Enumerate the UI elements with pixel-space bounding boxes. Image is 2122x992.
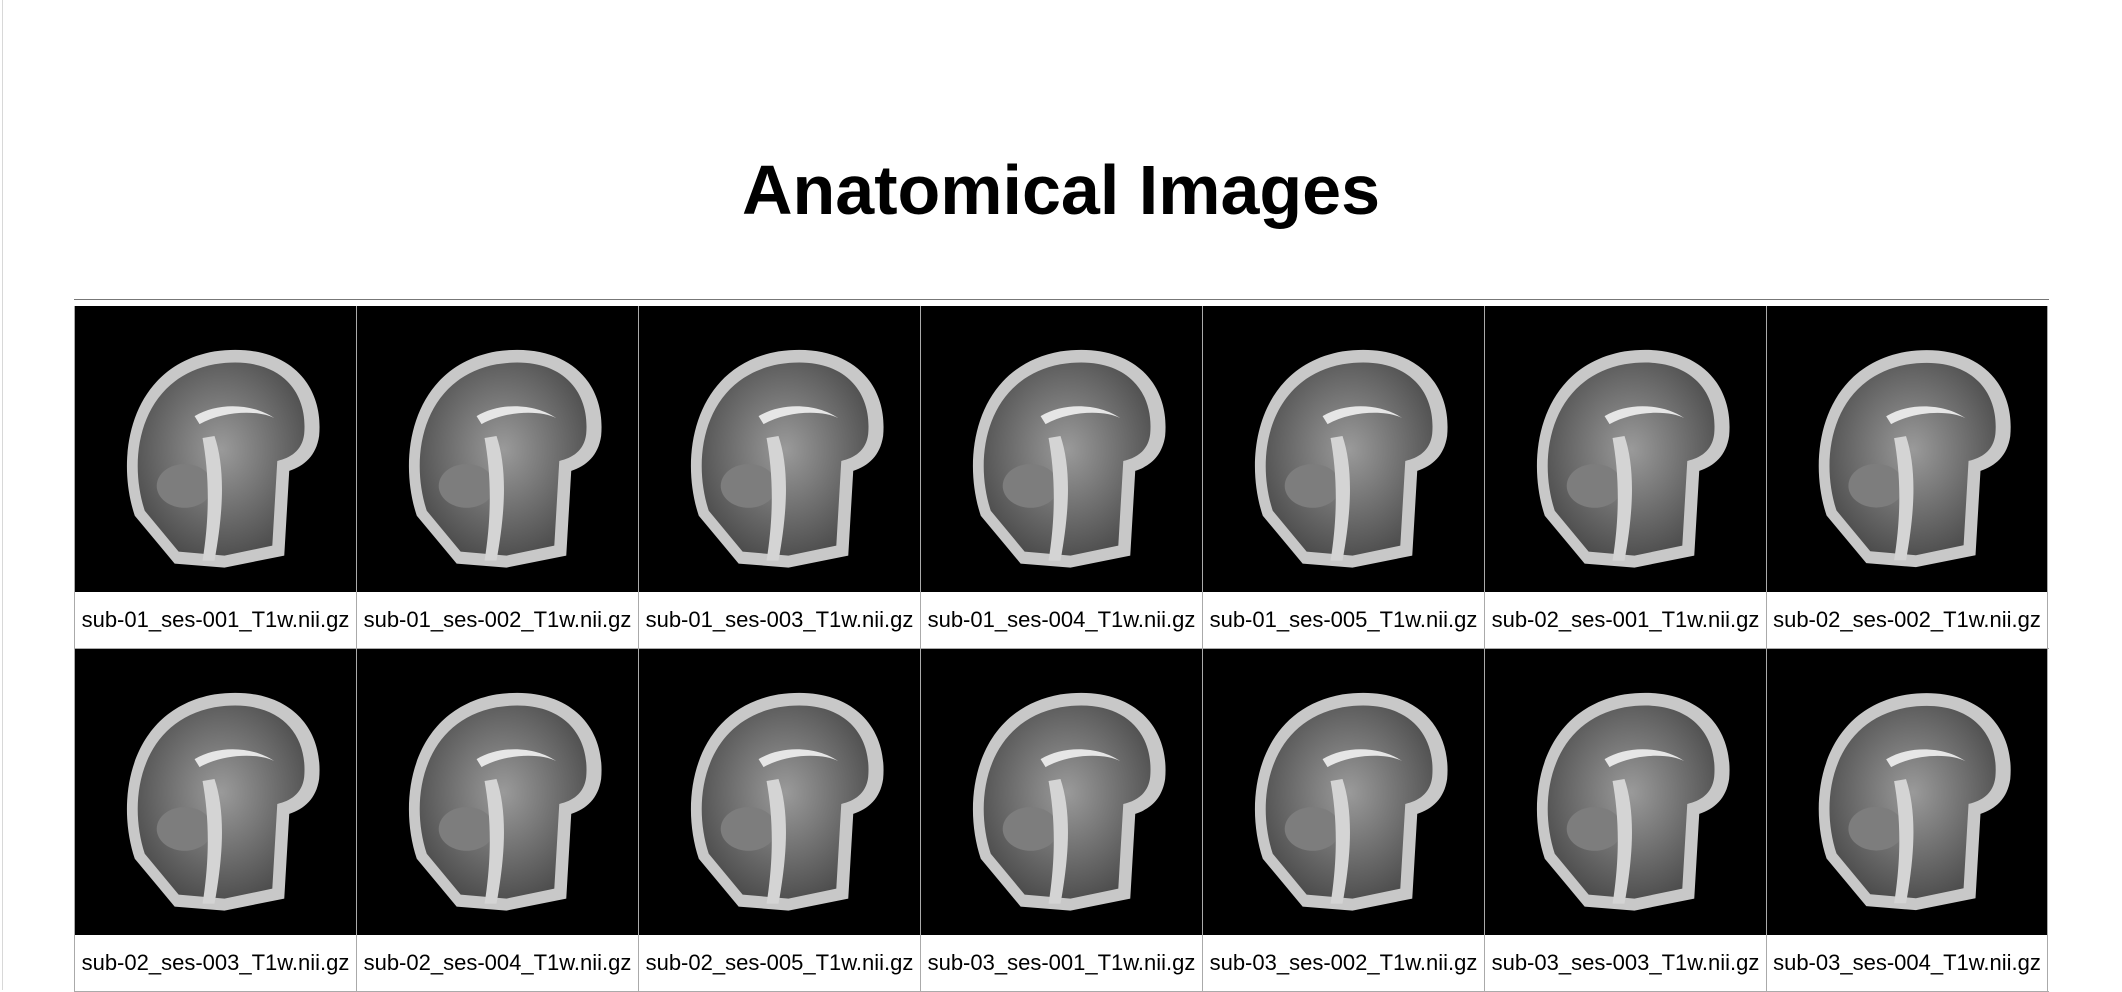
mri-sagittal-image — [1767, 306, 2047, 592]
image-filename: sub-01_ses-003_T1w.nii.gz — [645, 607, 914, 632]
image-row: sub-01_ses-001_T1w.nii.gz sub-01_ses-002_… — [74, 306, 2049, 649]
image-cell: sub-02_ses-004_T1w.nii.gz — [356, 649, 638, 991]
image-cell: sub-01_ses-004_T1w.nii.gz — [920, 306, 1202, 648]
mri-sagittal-image — [1203, 649, 1484, 935]
mri-sagittal-image — [357, 649, 638, 935]
mri-sagittal-image — [1767, 649, 2047, 935]
image-filename: sub-02_ses-004_T1w.nii.gz — [363, 950, 632, 975]
image-filename: sub-03_ses-001_T1w.nii.gz — [927, 950, 1196, 975]
image-cell: sub-02_ses-003_T1w.nii.gz — [74, 649, 356, 991]
image-filename: sub-02_ses-002_T1w.nii.gz — [1773, 607, 2041, 632]
image-cell: sub-03_ses-001_T1w.nii.gz — [920, 649, 1202, 991]
image-cell: sub-01_ses-002_T1w.nii.gz — [356, 306, 638, 648]
mri-sagittal-image — [357, 306, 638, 592]
image-filename: sub-01_ses-005_T1w.nii.gz — [1209, 607, 1478, 632]
mri-sagittal-image — [639, 649, 920, 935]
mri-sagittal-image — [921, 306, 1202, 592]
image-filename: sub-01_ses-001_T1w.nii.gz — [81, 607, 350, 632]
image-cell: sub-03_ses-003_T1w.nii.gz — [1484, 649, 1766, 991]
mri-sagittal-image — [1485, 649, 1766, 935]
page-title: Anatomical Images — [742, 151, 1380, 229]
image-cell: sub-01_ses-001_T1w.nii.gz — [74, 306, 356, 648]
image-grid: sub-01_ses-001_T1w.nii.gz sub-01_ses-002_… — [74, 299, 2049, 992]
image-filename: sub-02_ses-005_T1w.nii.gz — [645, 950, 914, 975]
image-filename: sub-03_ses-004_T1w.nii.gz — [1773, 950, 2041, 975]
image-cell: sub-03_ses-002_T1w.nii.gz — [1202, 649, 1484, 991]
image-row: sub-02_ses-003_T1w.nii.gz sub-02_ses-004_… — [74, 649, 2049, 992]
image-filename: sub-02_ses-003_T1w.nii.gz — [81, 950, 350, 975]
image-filename: sub-01_ses-004_T1w.nii.gz — [927, 607, 1196, 632]
mri-sagittal-image — [1485, 306, 1766, 592]
mri-sagittal-image — [639, 306, 920, 592]
image-filename: sub-02_ses-001_T1w.nii.gz — [1491, 607, 1760, 632]
image-cell: sub-03_ses-004_T1w.nii.gz — [1766, 649, 2048, 991]
page-left-border — [2, 0, 3, 990]
mri-sagittal-image — [1203, 306, 1484, 592]
image-cell: sub-01_ses-003_T1w.nii.gz — [638, 306, 920, 648]
image-filename: sub-01_ses-002_T1w.nii.gz — [363, 607, 632, 632]
image-cell: sub-02_ses-005_T1w.nii.gz — [638, 649, 920, 991]
image-cell: sub-02_ses-001_T1w.nii.gz — [1484, 306, 1766, 648]
image-cell: sub-02_ses-002_T1w.nii.gz — [1766, 306, 2048, 648]
image-cell: sub-01_ses-005_T1w.nii.gz — [1202, 306, 1484, 648]
image-filename: sub-03_ses-002_T1w.nii.gz — [1209, 950, 1478, 975]
mri-sagittal-image — [921, 649, 1202, 935]
mri-sagittal-image — [75, 306, 356, 592]
mri-sagittal-image — [75, 649, 356, 935]
image-filename: sub-03_ses-003_T1w.nii.gz — [1491, 950, 1760, 975]
